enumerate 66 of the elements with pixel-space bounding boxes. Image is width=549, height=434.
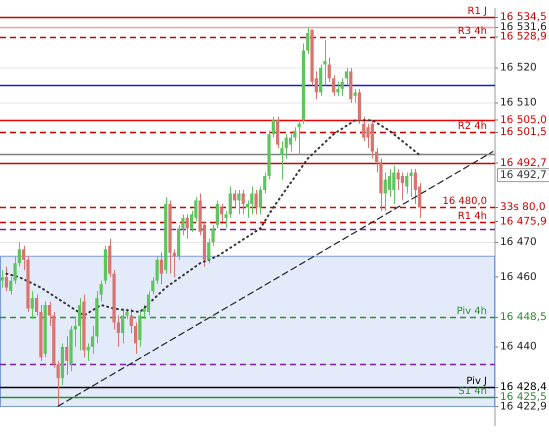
y-tick-label: 16 501,5	[500, 126, 547, 138]
candlestick	[232, 189, 236, 208]
ref-line-label: Piv J	[466, 376, 487, 388]
candlestick	[306, 26, 310, 54]
y-tick-label: 16 505,0	[500, 114, 547, 126]
candlestick	[86, 342, 90, 362]
candlestick	[353, 88, 357, 104]
candlestick	[30, 290, 34, 320]
y-tick-label: 16 422,9	[500, 400, 547, 412]
y-tick-label: 16 520	[500, 62, 537, 74]
candlestick	[332, 74, 336, 96]
candlestick	[130, 308, 133, 334]
y-tick-label: 16 492,7	[500, 156, 547, 169]
y-tick-label: 16 470	[500, 236, 537, 248]
candlestick	[298, 120, 301, 156]
candlestick	[146, 290, 150, 316]
candlestick	[134, 322, 138, 354]
candlestick	[4, 266, 8, 292]
candlestick	[216, 200, 219, 229]
candlestick	[18, 242, 21, 268]
candlestick	[328, 56, 331, 82]
candlestick	[65, 336, 68, 376]
y-tick-label: 16 528,9	[500, 30, 547, 43]
candlestick	[336, 81, 340, 96]
candlestick	[323, 40, 327, 86]
candlestick	[237, 189, 241, 215]
candlestick	[344, 67, 348, 86]
candlestick	[392, 165, 396, 204]
ref-line-label: R1 J	[468, 6, 487, 18]
candlestick	[254, 189, 258, 215]
candlestick	[405, 172, 408, 194]
ref-line-label: R3 4h	[458, 26, 487, 38]
candlestick	[280, 140, 284, 180]
y-tick-label: 33s 80,0	[500, 201, 546, 214]
line-series	[5, 119, 421, 317]
candlestick	[121, 308, 124, 344]
candlestick	[78, 298, 82, 351]
candlestick	[186, 214, 189, 240]
ref-line-label: 16 480,0	[442, 196, 487, 208]
candlestick	[362, 116, 366, 142]
candlestick	[220, 203, 224, 222]
candlestick	[116, 315, 120, 348]
y-tick-label: 16 460	[500, 270, 537, 283]
y-tick-label: 16 428,4	[500, 381, 548, 394]
candlestick	[384, 172, 387, 212]
candlestick	[400, 172, 404, 201]
y-tick-label: 16 510	[500, 96, 537, 109]
candlestick	[160, 252, 164, 285]
y-tick-label: 16 440	[500, 340, 537, 353]
y-tick-label: 16 534,5	[500, 11, 547, 24]
ref-line-label: Piv 4h	[456, 306, 487, 318]
candlestick	[258, 186, 262, 215]
y-tick-label: 16 448,5	[500, 310, 547, 323]
y-tick-label: 16 475,9	[500, 215, 547, 228]
candlestick	[250, 186, 254, 215]
ref-line-label: R2 4h	[458, 121, 487, 132]
candlestick	[388, 168, 392, 198]
candlestick	[242, 189, 245, 215]
candlestick	[340, 78, 344, 96]
candlestick	[366, 123, 370, 149]
ref-line-label: R1 4h	[458, 211, 487, 222]
candlestick	[396, 168, 400, 190]
candlestick	[288, 134, 292, 152]
candlestick	[0, 270, 4, 288]
candlestick	[409, 168, 413, 198]
ref-line-label: S1 4h	[458, 386, 487, 398]
